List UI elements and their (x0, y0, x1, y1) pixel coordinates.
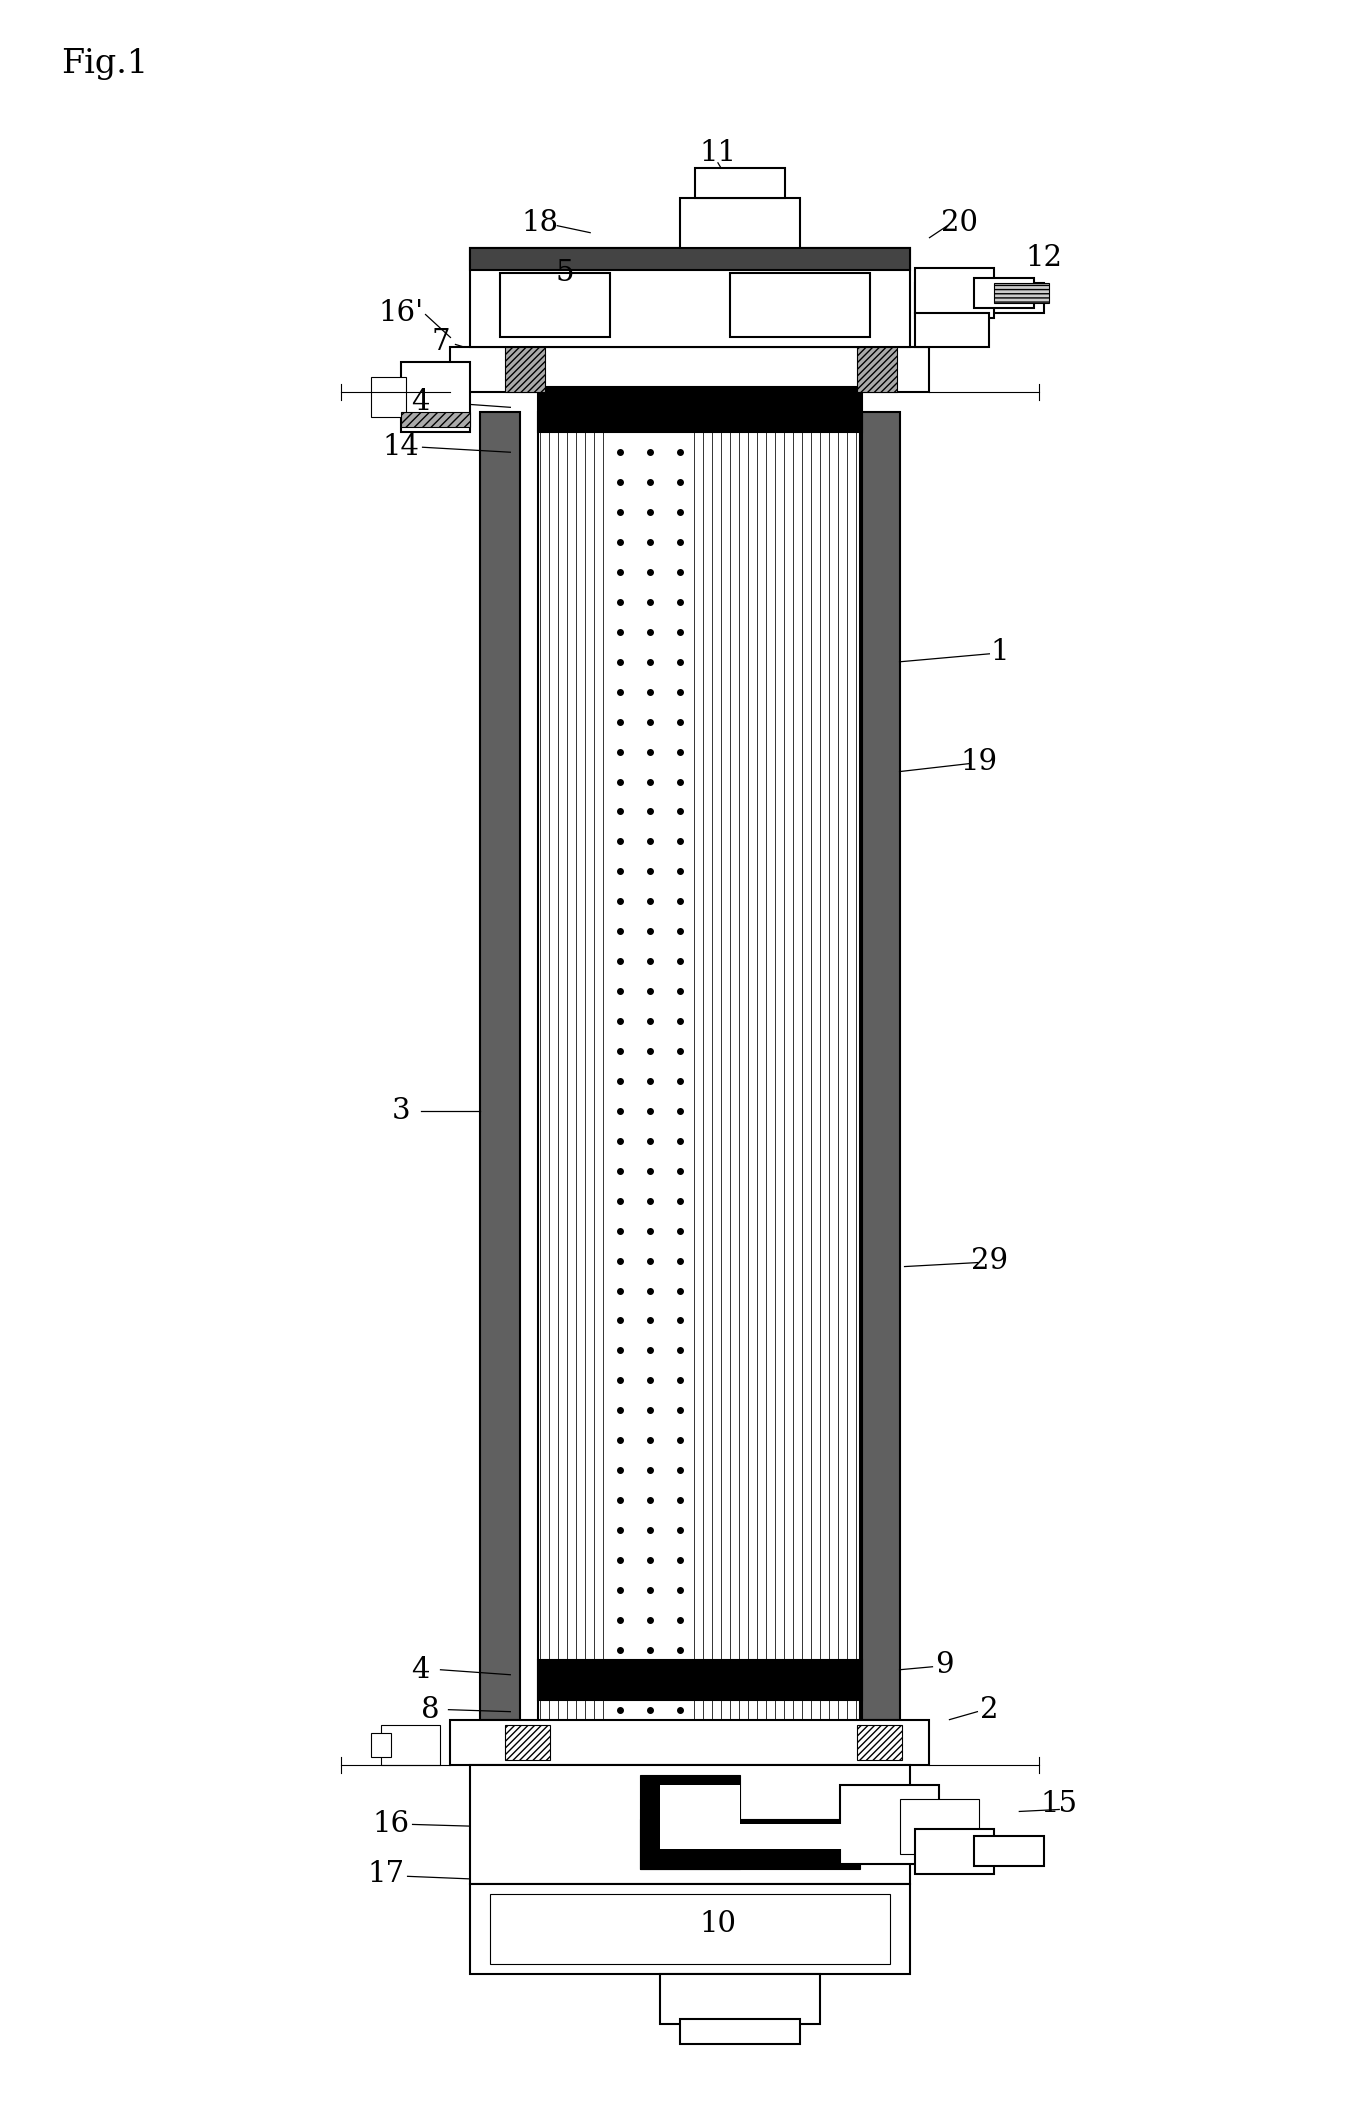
Bar (680, 2018, 800, 2043)
Text: 7: 7 (431, 329, 450, 357)
Bar (900, 1799, 980, 1853)
Text: 3: 3 (392, 1098, 410, 1125)
Bar (975, 1837, 1044, 1866)
Text: 10: 10 (699, 1910, 737, 1938)
Bar (538, 1659, 861, 1699)
Text: 16: 16 (373, 1811, 410, 1839)
Bar (490, 1894, 890, 1963)
Bar (471, 1885, 909, 1974)
Text: 12: 12 (1025, 243, 1063, 272)
Bar (857, 1725, 901, 1761)
Bar (857, 348, 897, 393)
Bar (501, 272, 610, 338)
Text: 15: 15 (1040, 1790, 1078, 1818)
Bar (915, 1830, 994, 1875)
Bar (661, 1784, 740, 1849)
Bar (640, 1820, 860, 1870)
Bar (915, 312, 990, 348)
Bar (450, 1720, 930, 1765)
Text: 5: 5 (556, 258, 575, 287)
Bar (661, 1824, 860, 1849)
Bar (371, 378, 405, 418)
Bar (471, 247, 909, 348)
Bar (860, 412, 900, 1720)
Text: 29: 29 (971, 1248, 1007, 1275)
Bar (994, 283, 1050, 302)
Text: 4: 4 (411, 1655, 430, 1685)
Bar (505, 1725, 550, 1761)
Bar (381, 1725, 441, 1765)
Text: Fig.1: Fig.1 (61, 49, 149, 80)
Bar (400, 363, 471, 433)
Bar (610, 412, 689, 1720)
Bar (661, 1974, 820, 2024)
Text: 17: 17 (367, 1860, 404, 1889)
Text: 11: 11 (699, 139, 737, 167)
Bar (371, 1733, 390, 1756)
Text: 19: 19 (961, 747, 998, 775)
Text: 2: 2 (980, 1695, 999, 1725)
Text: 14: 14 (382, 433, 419, 460)
Bar (730, 272, 870, 338)
Text: 1: 1 (990, 638, 1009, 665)
Bar (450, 348, 930, 393)
Text: 9: 9 (935, 1651, 954, 1678)
Bar (680, 198, 800, 247)
Bar (505, 348, 545, 393)
Bar (695, 167, 785, 198)
Bar (480, 412, 520, 1720)
Bar (839, 1784, 939, 1864)
Bar (915, 283, 1044, 312)
Text: 4: 4 (411, 388, 430, 416)
Bar (538, 386, 861, 433)
Text: 18: 18 (521, 209, 558, 236)
Bar (640, 1775, 740, 1870)
Text: 16': 16' (378, 298, 423, 327)
Bar (975, 277, 1035, 308)
Bar (915, 268, 994, 317)
Text: 8: 8 (422, 1695, 440, 1725)
Bar (471, 247, 909, 270)
Bar (471, 1765, 909, 1885)
Text: 20: 20 (940, 209, 977, 236)
Bar (400, 412, 471, 426)
